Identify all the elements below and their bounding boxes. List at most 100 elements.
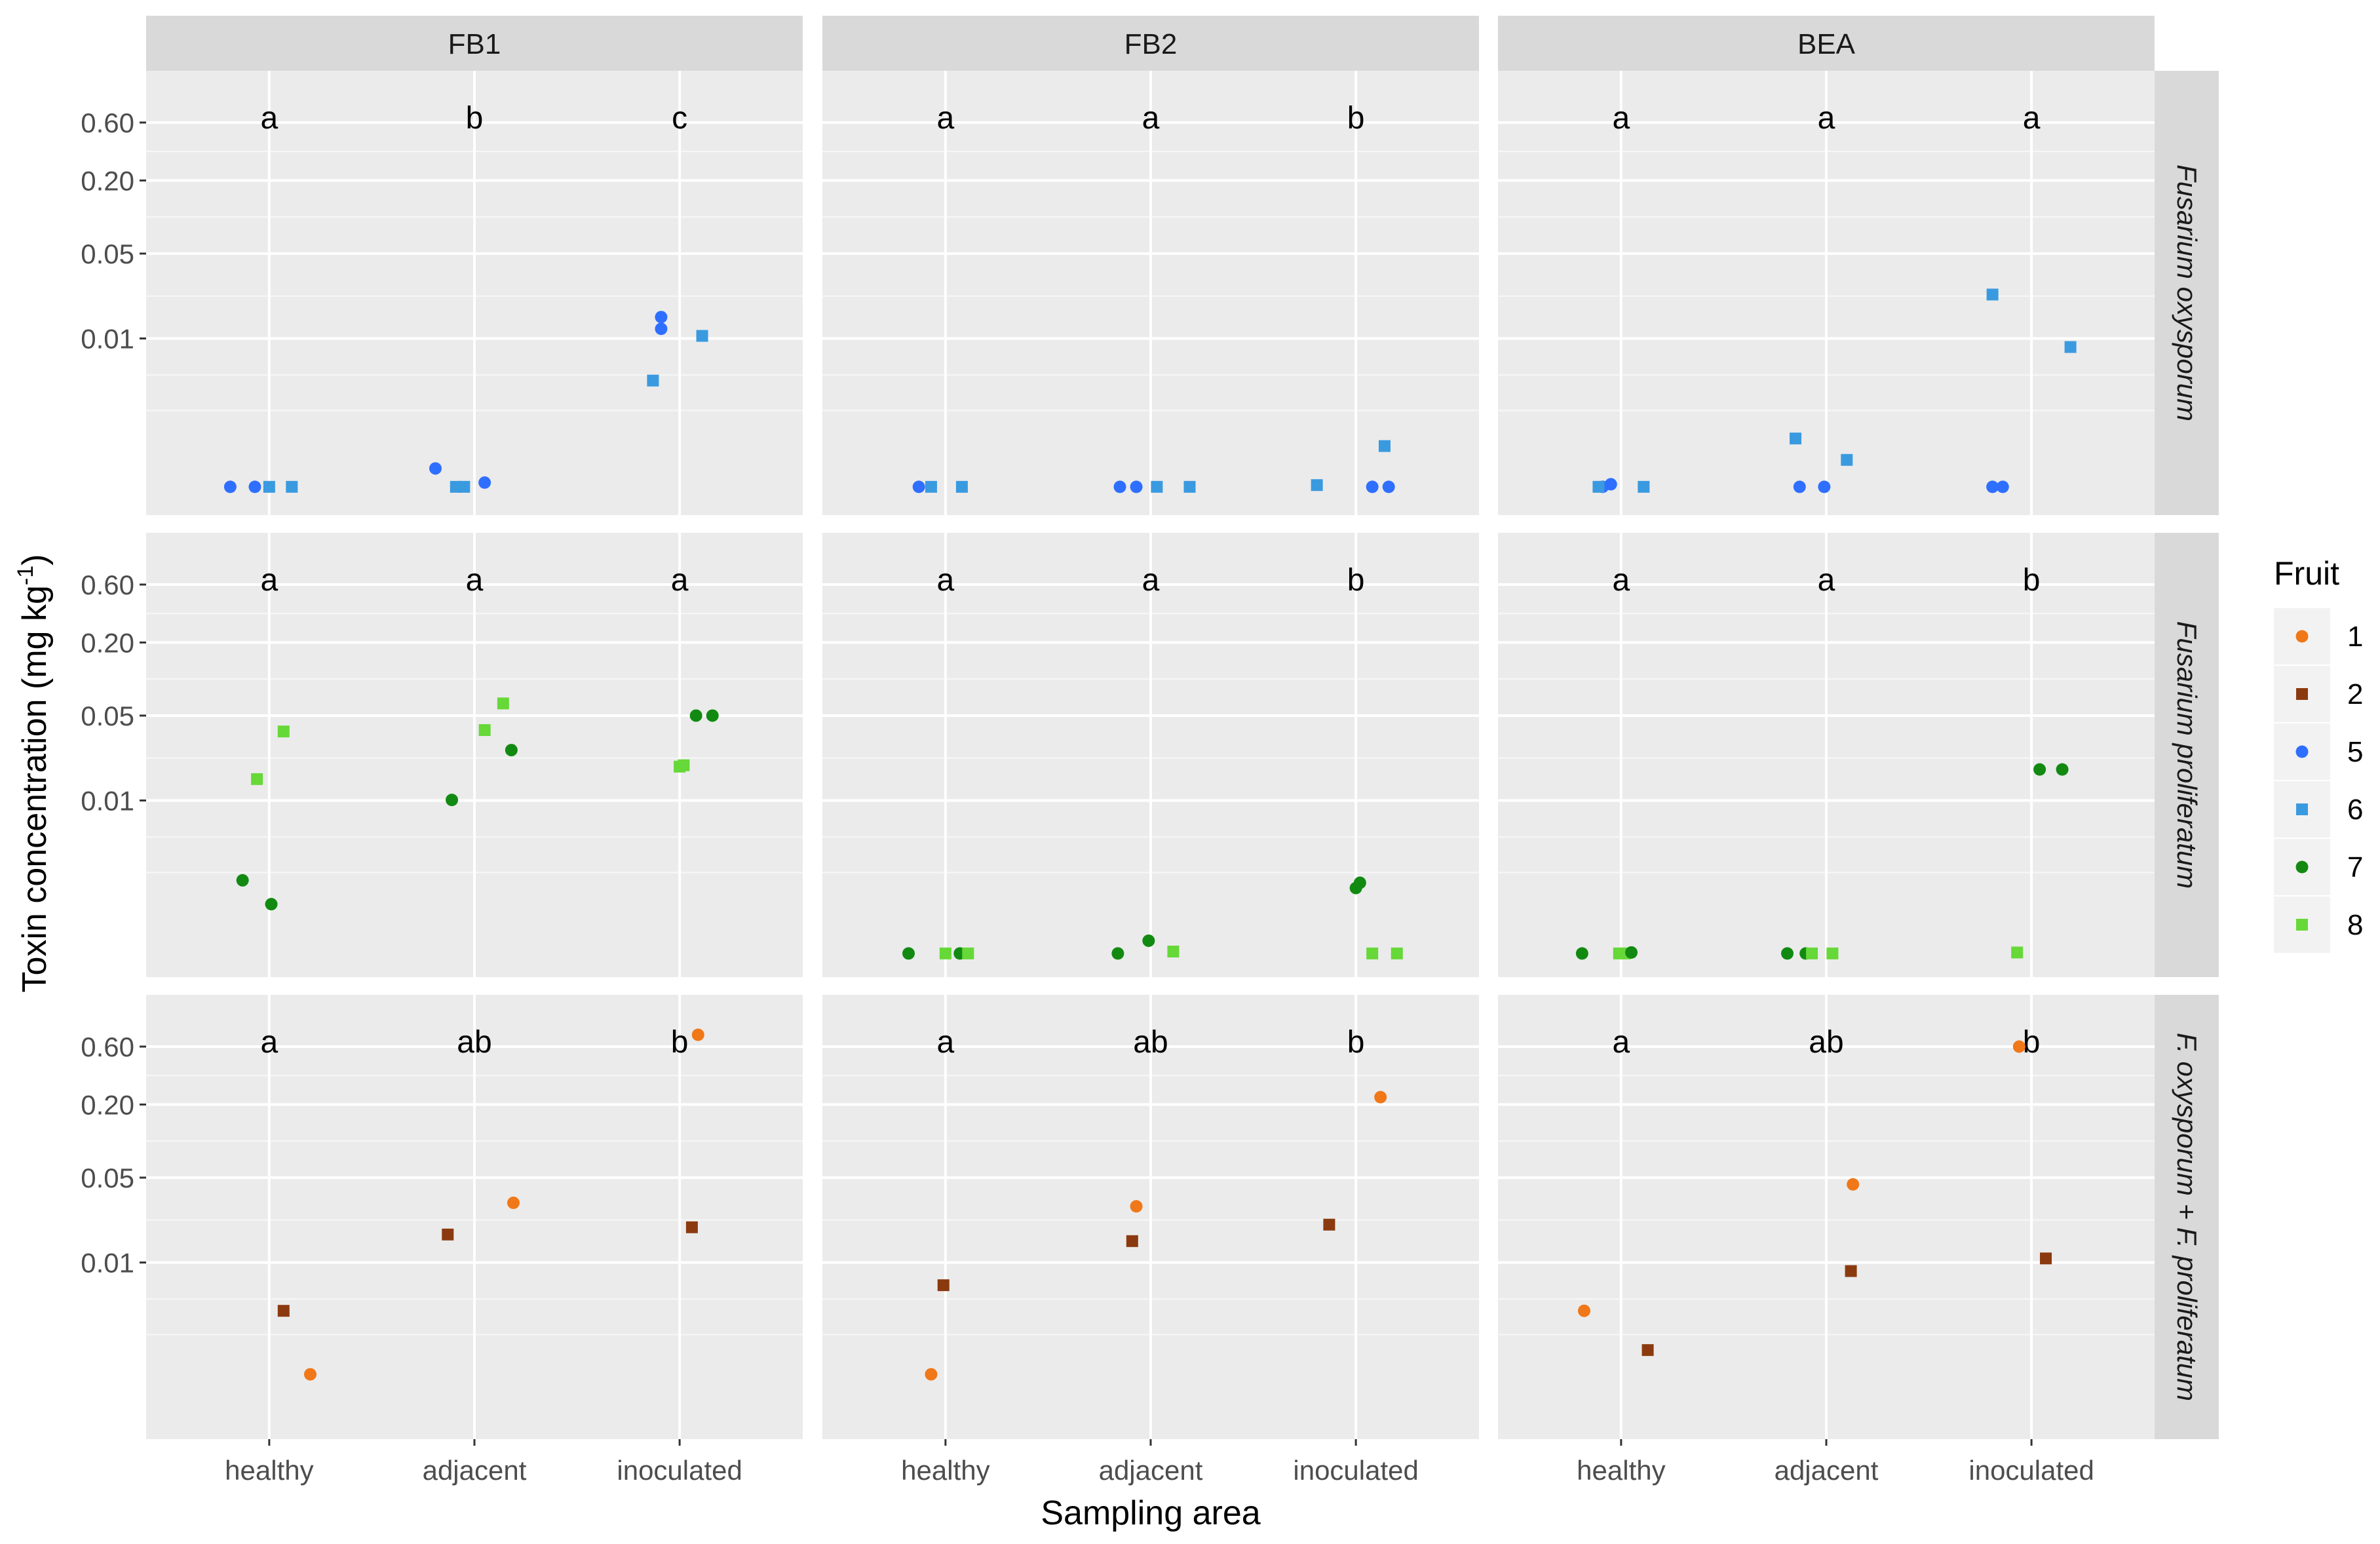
data-point-fruit-8 [939,947,951,959]
data-point-fruit-1 [1847,1178,1860,1191]
legend-label: 5 [2347,736,2363,768]
y-tick-label: 0.05 [81,239,134,269]
data-point-fruit-2 [2040,1252,2052,1265]
significance-letter: ab [1809,1025,1843,1060]
facet-strips: FB1 FB2 BEA Fusarium oxysporum Fusarium prol… [146,16,2219,1439]
row-strip [2155,995,2219,1439]
significance-letter: a [1818,101,1835,136]
facet-panels [146,71,2155,1439]
data-point-fruit-8 [277,725,290,738]
legend-key-fruit-8 [2296,919,2308,931]
data-point-fruit-5 [1366,480,1379,493]
data-point-fruit-6 [2064,341,2077,353]
column-strip [146,16,803,71]
x-tick-label: inoculated [617,1455,742,1486]
data-point-fruit-6 [925,480,937,493]
data-point-fruit-6 [955,480,968,493]
data-point-fruit-5 [223,480,237,493]
data-point-fruit-5 [912,480,925,493]
data-point-fruit-5 [1996,480,2009,493]
y-tick-label: 0.20 [81,165,134,196]
significance-letter: ab [1133,1025,1168,1060]
y-tick-label: 0.01 [81,785,134,816]
data-point-fruit-7 [1625,946,1638,959]
legend-label: 7 [2347,851,2363,883]
significance-letter: a [671,563,689,598]
significance-letter: a [1613,101,1630,136]
data-point-fruit-8 [1366,947,1379,959]
legend-label: 6 [2347,794,2363,826]
data-point-fruit-6 [1986,288,1999,301]
y-tick-label: 0.20 [81,1089,134,1120]
x-tick-label: healthy [225,1455,313,1486]
y-axis-title-close: ) [16,554,54,566]
data-point-fruit-2 [442,1228,454,1241]
data-point-fruit-7 [1353,876,1366,889]
legend-key-fruit-5 [2295,745,2309,758]
x-tick-label: adjacent [1099,1455,1203,1486]
data-point-fruit-7 [902,947,915,960]
data-point-fruit-1 [1130,1200,1143,1213]
data-point-fruit-6 [263,480,275,493]
row-strip-label: Fusarium proliferatum [2172,621,2202,889]
data-point-fruit-7 [1111,947,1124,960]
data-point-fruit-5 [1382,480,1395,493]
significance-letter: a [1613,1025,1630,1060]
significance-letter: a [466,563,484,598]
data-point-fruit-6 [1638,480,1650,493]
x-tick-label: inoculated [1968,1455,2094,1486]
legend-title: Fruit [2274,555,2339,592]
significance-letter: a [2023,101,2041,136]
row-strip-label: Fusarium oxysporum [2172,164,2202,421]
column-strip [1498,16,2155,71]
data-point-fruit-1 [304,1368,317,1381]
y-tick-label: 0.05 [81,701,134,731]
legend-key-fruit-6 [2296,803,2308,815]
data-point-fruit-8 [1167,945,1180,957]
data-point-fruit-5 [429,462,442,475]
significance-letter: c [672,101,687,136]
significance-letter: b [2023,1025,2041,1060]
data-point-fruit-5 [655,322,668,336]
data-point-fruit-8 [1806,947,1818,959]
significance-letter: a [1818,563,1835,598]
column-strip [822,16,1479,71]
significance-letter: b [1347,101,1365,136]
data-point-fruit-7 [706,709,719,722]
y-tick-label: 0.01 [81,323,134,354]
data-point-fruit-2 [937,1279,950,1292]
legend-label: 8 [2347,909,2363,941]
data-point-fruit-6 [1790,433,1802,445]
significance-letter: a [937,101,955,136]
y-tick-label: 0.01 [81,1247,134,1278]
data-point-fruit-7 [505,744,518,757]
data-point-fruit-8 [497,697,509,710]
data-point-fruit-7 [2056,763,2069,776]
data-point-fruit-7 [1781,947,1794,960]
x-axis-title: Sampling area [1041,1494,1260,1532]
significance-letter: b [671,1025,689,1060]
significance-letter: a [937,563,955,598]
column-strip-label: BEA [1797,28,1856,60]
y-tick-label: 0.60 [81,107,134,138]
data-point-fruit-5 [1793,480,1806,493]
y-axis-title: Toxin concentration (mg kg-1) [13,554,54,993]
data-point-fruit-5 [248,480,261,493]
y-tick-label: 0.20 [81,627,134,658]
data-point-fruit-5 [1130,480,1143,493]
data-point-fruit-8 [478,724,491,737]
data-point-fruit-2 [1126,1235,1138,1247]
data-point-fruit-7 [446,794,459,807]
legend-label: 1 [2347,621,2363,653]
y-tick-label: 0.60 [81,1032,134,1062]
data-point-fruit-1 [507,1196,520,1209]
data-point-fruit-6 [1151,480,1163,493]
data-point-fruit-7 [1575,947,1588,960]
data-point-fruit-8 [2011,946,2024,959]
significance-letters: a b c a a b a a aa a a a a b a a ba ab b a ab b a ab b [261,101,2041,1060]
data-point-fruit-6 [458,480,470,493]
data-point-fruit-7 [1142,934,1155,947]
legend-key-fruit-1 [2295,630,2309,643]
